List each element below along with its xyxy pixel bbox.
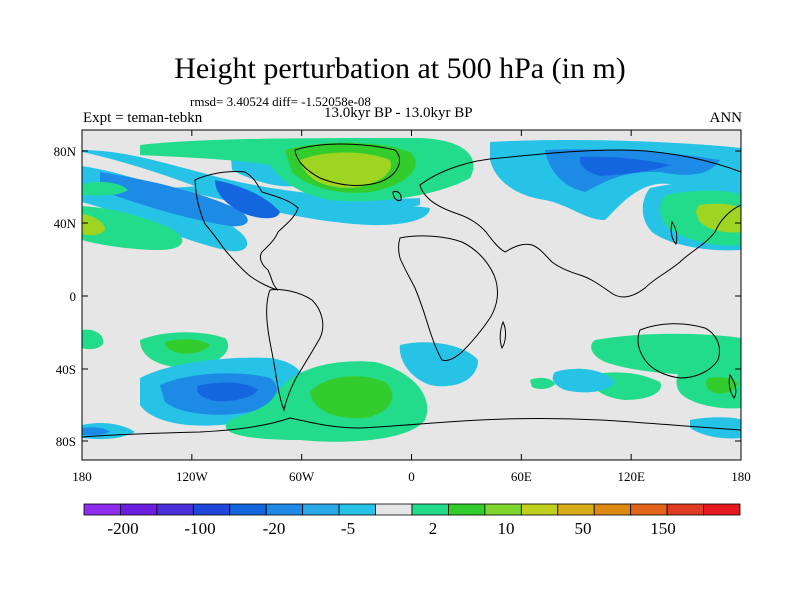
x-tick-label: 60W [289, 469, 315, 484]
plot-title: Height perturbation at 500 hPa (in m) [174, 52, 626, 85]
colorbar-swatch [265, 503, 304, 516]
sh-blue-south-atlantic [399, 342, 478, 387]
map-field [82, 130, 741, 460]
season-label: ANN [709, 110, 743, 126]
colorbar-swatch [156, 503, 194, 516]
period-text: 13.0kyr BP - 13.0kyr BP [324, 105, 473, 121]
south-america-coast [266, 289, 324, 412]
sh-blue-south-pacific-deep [197, 382, 258, 402]
y-tick-label: 40N [54, 216, 77, 231]
colorbar-label: 150 [650, 519, 676, 538]
new-zealand-coast [728, 373, 737, 399]
colorbar-swatch [630, 503, 668, 516]
colorbar-label: -20 [263, 519, 286, 538]
nh-blue-deep-siberia [579, 156, 670, 176]
nh-blue-core-atlantic [100, 172, 248, 227]
colorbar-label: -5 [341, 519, 355, 538]
colorbar-swatch [411, 503, 449, 516]
stats-text: rmsd= 3.40524 diff= -1.52058e-08 [190, 94, 371, 109]
colorbar-swatch [120, 503, 158, 516]
nh-green-alaska [82, 182, 128, 196]
experiment-label: Expt = teman-tebkn [83, 110, 203, 126]
y-tick-label: 80S [56, 434, 76, 449]
colorbar-swatch [83, 503, 121, 516]
sh-green-west-edge [82, 329, 104, 350]
colorbar-label: 2 [429, 519, 438, 538]
nh-blue-core-north-america [215, 180, 280, 219]
colorbar-swatch [520, 503, 559, 516]
nh-yellow-green-west-edge [82, 214, 105, 236]
x-axis: 180 120W 60W 0 60E 120E 180 [72, 130, 751, 484]
colorbar-swatch [192, 503, 231, 516]
north-america-coast [194, 171, 299, 291]
coastlines [82, 143, 741, 438]
colorbar-swatch [557, 503, 595, 516]
colorbar-swatch [484, 503, 522, 516]
colorbar-swatch [593, 503, 632, 516]
uk-coast [392, 191, 402, 201]
x-tick-label: 120E [617, 469, 645, 484]
y-tick-label: 40S [56, 362, 76, 377]
y-axis: 80N 40N 0 40S 80S [54, 144, 741, 449]
y-tick-label: 0 [70, 289, 77, 304]
colorbar-label: 10 [498, 519, 515, 538]
colorbar-label: 50 [575, 519, 592, 538]
x-tick-label: 180 [731, 469, 751, 484]
x-tick-label: 0 [408, 469, 415, 484]
sh-green-small-blob [530, 377, 555, 389]
colorbar-label: -200 [107, 519, 138, 538]
colorbar-swatch [338, 503, 376, 516]
greenland-coast [294, 143, 400, 186]
nh-yellow-green-north-pacific-core [696, 203, 741, 233]
sh-green-south-atlantic-core [310, 376, 393, 419]
japan-coast [670, 220, 678, 245]
x-tick-label: 120W [176, 469, 209, 484]
colorbar-swatch [375, 503, 413, 516]
africa-coast [398, 235, 498, 361]
x-tick-label: 180 [72, 469, 92, 484]
sh-green-south-pacific-core [164, 339, 210, 354]
antarctica-coast [82, 417, 741, 438]
y-tick-label: 80N [54, 144, 77, 159]
sh-blue-west-edge-core [82, 427, 110, 436]
sh-green-east-indian [591, 333, 741, 375]
colorbar-label: -100 [184, 519, 215, 538]
eurasia-coast [419, 149, 741, 298]
sh-blue-south-indian [552, 368, 615, 393]
colorbar-swatch [302, 503, 340, 516]
colorbar: -200 -100 -20 -5 2 10 50 150 [83, 503, 741, 538]
colorbar-swatch [666, 503, 704, 516]
australia-coast [637, 323, 720, 379]
colorbar-swatch [448, 503, 486, 516]
nh-green-west-pacific-edge [82, 206, 183, 250]
x-tick-label: 60E [511, 469, 532, 484]
madagascar-coast [499, 320, 506, 350]
colorbar-swatch [229, 503, 267, 516]
colorbar-swatch [703, 503, 741, 516]
